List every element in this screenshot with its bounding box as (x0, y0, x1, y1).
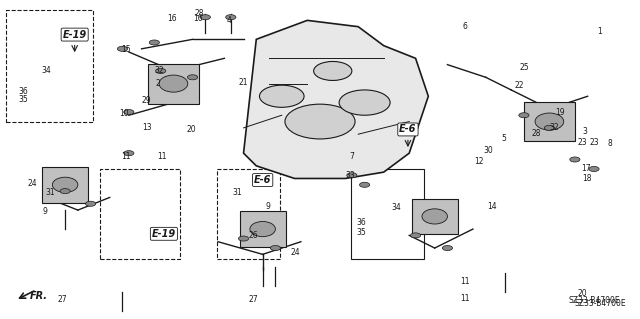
Text: 35: 35 (356, 228, 366, 237)
Text: 11: 11 (157, 152, 166, 161)
Text: 1: 1 (596, 27, 602, 36)
Text: 32: 32 (155, 66, 164, 75)
Circle shape (239, 236, 248, 241)
Text: SZ33-B4700E: SZ33-B4700E (574, 299, 626, 308)
Text: 35: 35 (19, 95, 29, 104)
Text: 24: 24 (27, 179, 36, 188)
Text: 2: 2 (155, 79, 160, 88)
Circle shape (519, 113, 529, 118)
Circle shape (360, 182, 370, 187)
Text: E-6: E-6 (399, 124, 417, 135)
Text: 22: 22 (514, 81, 524, 90)
Circle shape (314, 62, 352, 80)
Circle shape (60, 189, 70, 194)
Text: 15: 15 (122, 45, 131, 54)
Ellipse shape (159, 75, 188, 92)
Circle shape (347, 173, 357, 178)
Text: 25: 25 (519, 63, 529, 72)
Circle shape (285, 104, 355, 139)
Text: 28: 28 (194, 9, 204, 18)
Text: 32: 32 (549, 123, 559, 132)
Text: 36: 36 (356, 218, 366, 226)
Text: 34: 34 (391, 203, 401, 212)
Circle shape (200, 15, 211, 20)
Ellipse shape (250, 221, 275, 237)
Circle shape (86, 201, 96, 206)
Polygon shape (244, 20, 428, 178)
Text: 30: 30 (483, 146, 493, 155)
Circle shape (570, 157, 580, 162)
Text: 21: 21 (239, 78, 248, 86)
Circle shape (410, 233, 420, 238)
Text: 9: 9 (266, 203, 270, 211)
Text: 11: 11 (461, 294, 470, 303)
Text: 12: 12 (474, 157, 483, 166)
Text: 11: 11 (122, 152, 131, 161)
Text: 11: 11 (461, 277, 470, 286)
Circle shape (124, 151, 134, 156)
Text: 14: 14 (487, 203, 497, 211)
Text: 9: 9 (42, 207, 47, 216)
Circle shape (544, 125, 554, 130)
Text: 23: 23 (578, 137, 588, 147)
Circle shape (442, 246, 452, 250)
Text: 27: 27 (57, 295, 67, 304)
Text: E-6: E-6 (254, 175, 271, 185)
Text: 33: 33 (346, 171, 355, 181)
Text: 36: 36 (19, 87, 29, 96)
Circle shape (149, 40, 159, 45)
Ellipse shape (52, 177, 78, 192)
Text: 5: 5 (501, 134, 506, 144)
Text: SZ33-B4700E: SZ33-B4700E (568, 296, 620, 305)
Circle shape (226, 15, 236, 20)
Text: 29: 29 (142, 96, 152, 105)
Polygon shape (240, 211, 285, 247)
Text: 23: 23 (589, 137, 599, 147)
Circle shape (259, 85, 304, 107)
Text: E-19: E-19 (152, 229, 176, 239)
Text: 34: 34 (41, 66, 51, 75)
Text: 24: 24 (291, 248, 301, 257)
Circle shape (270, 246, 280, 250)
Text: 28: 28 (532, 129, 541, 138)
Circle shape (339, 90, 390, 115)
Text: 4: 4 (227, 16, 232, 25)
Text: 17: 17 (582, 165, 591, 174)
Text: 13: 13 (142, 123, 152, 132)
Ellipse shape (422, 209, 447, 224)
Circle shape (117, 46, 127, 51)
Text: 6: 6 (463, 22, 468, 31)
Circle shape (589, 167, 599, 172)
Circle shape (124, 109, 134, 115)
Polygon shape (524, 102, 575, 141)
Ellipse shape (535, 113, 564, 130)
Text: 31: 31 (232, 188, 242, 197)
Polygon shape (412, 199, 458, 234)
Text: 3: 3 (582, 127, 588, 136)
Text: 16: 16 (193, 14, 202, 23)
Text: 19: 19 (556, 108, 565, 116)
Text: E-19: E-19 (63, 30, 87, 40)
Circle shape (156, 69, 166, 73)
Text: 20: 20 (578, 289, 588, 298)
Text: 10: 10 (120, 109, 129, 118)
Text: 31: 31 (45, 188, 54, 197)
Text: FR.: FR. (29, 291, 47, 301)
Text: 20: 20 (186, 125, 196, 134)
Text: 26: 26 (249, 231, 259, 240)
Text: 7: 7 (349, 152, 355, 161)
Polygon shape (42, 167, 88, 203)
Circle shape (188, 75, 198, 80)
Polygon shape (148, 64, 199, 104)
Text: 27: 27 (249, 295, 259, 304)
Text: 8: 8 (607, 139, 612, 148)
Text: 18: 18 (582, 174, 592, 183)
Text: 16: 16 (167, 14, 177, 23)
